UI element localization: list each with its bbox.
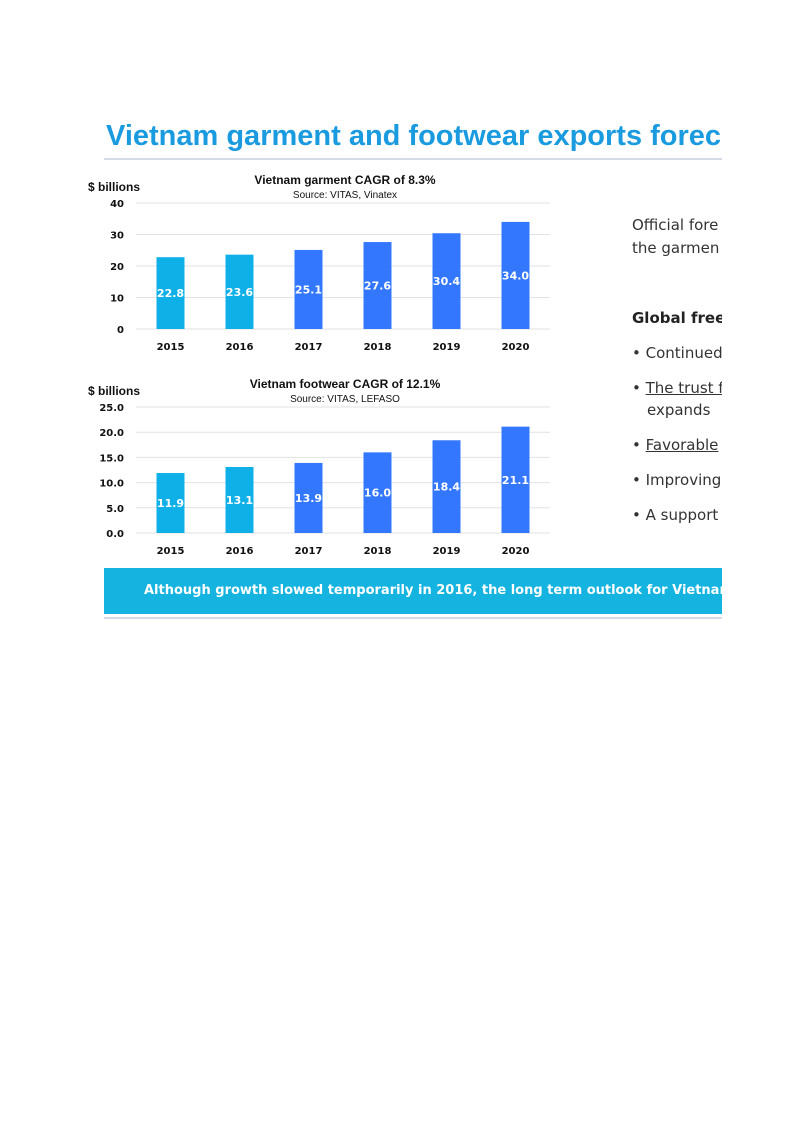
garment-title-bold: Vietnam xyxy=(254,173,301,187)
panel-bullet-4-text: Improving xyxy=(645,471,722,489)
footwear-title-bold: Vietnam footwear xyxy=(249,377,350,391)
footwear-data-label: 21.1 xyxy=(502,474,529,487)
footwear-data-label: 16.0 xyxy=(364,487,391,500)
panel-bullet-3: • Favorable xyxy=(632,436,719,454)
panel-line-2: the garmen xyxy=(632,239,720,257)
panel-bullet-5: • A support xyxy=(632,506,719,524)
footwear-xtick-label: 2016 xyxy=(226,546,254,557)
garment-xtick-label: 2015 xyxy=(157,342,185,353)
conclusion-banner: Although growth slowed temporarily in 20… xyxy=(104,568,722,614)
garment-xtick-label: 2018 xyxy=(364,342,392,353)
garment-chart-source: Source: VITAS, Vinatex xyxy=(292,190,398,201)
footwear-chart-title: Vietnam footwear CAGR of 12.1% xyxy=(200,377,490,391)
garment-ytick-label: 30 xyxy=(110,231,124,242)
garment-data-label: 22.8 xyxy=(157,287,184,300)
garment-data-label: 23.6 xyxy=(226,286,253,299)
footwear-bar-chart: 0.0 5.0 10.0 15.0 20.0 25.0 11.9 2015 13.1 2016 13… xyxy=(99,403,550,557)
garment-xtick-label: 2020 xyxy=(502,342,530,353)
garment-data-label: 30.4 xyxy=(433,275,460,288)
footwear-bar xyxy=(294,462,323,533)
footwear-xtick-label: 2020 xyxy=(502,546,530,557)
footwear-bar xyxy=(363,452,392,533)
title-divider xyxy=(104,158,722,160)
banner-text: Although growth slowed temporarily in 20… xyxy=(144,583,722,598)
garment-data-label: 27.6 xyxy=(364,280,391,293)
garment-xtick-label: 2016 xyxy=(226,342,254,353)
footwear-chart-source: Source: VITAS, LEFASO xyxy=(290,394,400,405)
panel-bullet-1: • Continued xyxy=(632,344,722,362)
garment-bar xyxy=(156,257,185,329)
garment-ytick-label: 0 xyxy=(117,325,124,336)
page-title: Vietnam garment and footwear exports for… xyxy=(106,120,722,152)
panel-bullet-2: • The trust f xyxy=(632,379,722,397)
banner-divider xyxy=(104,617,722,619)
footwear-bar xyxy=(501,426,530,533)
garment-bar-chart: 0 10 20 30 40 22.8 2015 23.6 2016 25.1 2017 27.6 201… xyxy=(110,199,550,353)
footwear-ytick-label: 10.0 xyxy=(99,479,124,490)
panel-bullet-3-text: Favorable xyxy=(645,436,719,454)
garment-bar xyxy=(225,254,254,329)
footwear-ytick-label: 25.0 xyxy=(99,403,124,414)
footwear-xtick-label: 2017 xyxy=(295,546,323,557)
footwear-data-label: 11.9 xyxy=(157,497,184,510)
right-text-panel: Official fore the garmen Global free • C… xyxy=(632,210,722,540)
panel-line-1: Official fore xyxy=(632,216,719,234)
footwear-ytick-label: 15.0 xyxy=(99,453,124,464)
garment-bar xyxy=(501,221,530,329)
panel-bullet-2-text: The trust f xyxy=(645,379,722,397)
garment-ytick-label: 40 xyxy=(110,199,124,210)
panel-bullet-5-text: A support xyxy=(645,506,719,524)
garment-chart-title: Vietnam garment CAGR of 8.3% xyxy=(200,173,490,187)
panel-bullet-1-text: Continued xyxy=(645,344,722,362)
footwear-bar xyxy=(225,466,254,533)
garment-title-rest: garment CAGR of 8.3% xyxy=(300,173,436,187)
panel-bullet-2-cont: expands xyxy=(647,401,710,419)
footwear-data-label: 18.4 xyxy=(433,481,460,494)
garment-data-label: 25.1 xyxy=(295,283,322,296)
footwear-bar xyxy=(156,473,185,533)
garment-xtick-label: 2019 xyxy=(433,342,461,353)
footwear-xtick-label: 2019 xyxy=(433,546,461,557)
garment-data-label: 34.0 xyxy=(502,269,529,282)
garment-bar xyxy=(432,233,461,329)
footwear-ytick-label: 5.0 xyxy=(106,504,124,515)
panel-bullet-2-cont-text: expands xyxy=(647,401,711,419)
footwear-ytick-label: 0.0 xyxy=(106,529,124,540)
garment-xtick-label: 2017 xyxy=(295,342,323,353)
panel-heading: Global free xyxy=(632,309,722,327)
panel-bullet-4: • Improving xyxy=(632,471,722,489)
garment-ytick-label: 20 xyxy=(110,262,124,273)
footwear-bar xyxy=(432,440,461,533)
footwear-data-label: 13.1 xyxy=(226,494,253,507)
footwear-data-label: 13.9 xyxy=(295,492,322,505)
garment-ytick-label: 10 xyxy=(110,294,124,305)
garment-bar xyxy=(294,249,323,329)
footwear-unit-label: $ billions xyxy=(88,384,141,398)
footwear-ytick-label: 20.0 xyxy=(99,428,124,439)
garment-unit-label: $ billions xyxy=(88,180,141,194)
footwear-xtick-label: 2018 xyxy=(364,546,392,557)
garment-bar xyxy=(363,242,392,329)
footwear-xtick-label: 2015 xyxy=(157,546,185,557)
footwear-title-rest: CAGR of 12.1% xyxy=(349,377,441,391)
